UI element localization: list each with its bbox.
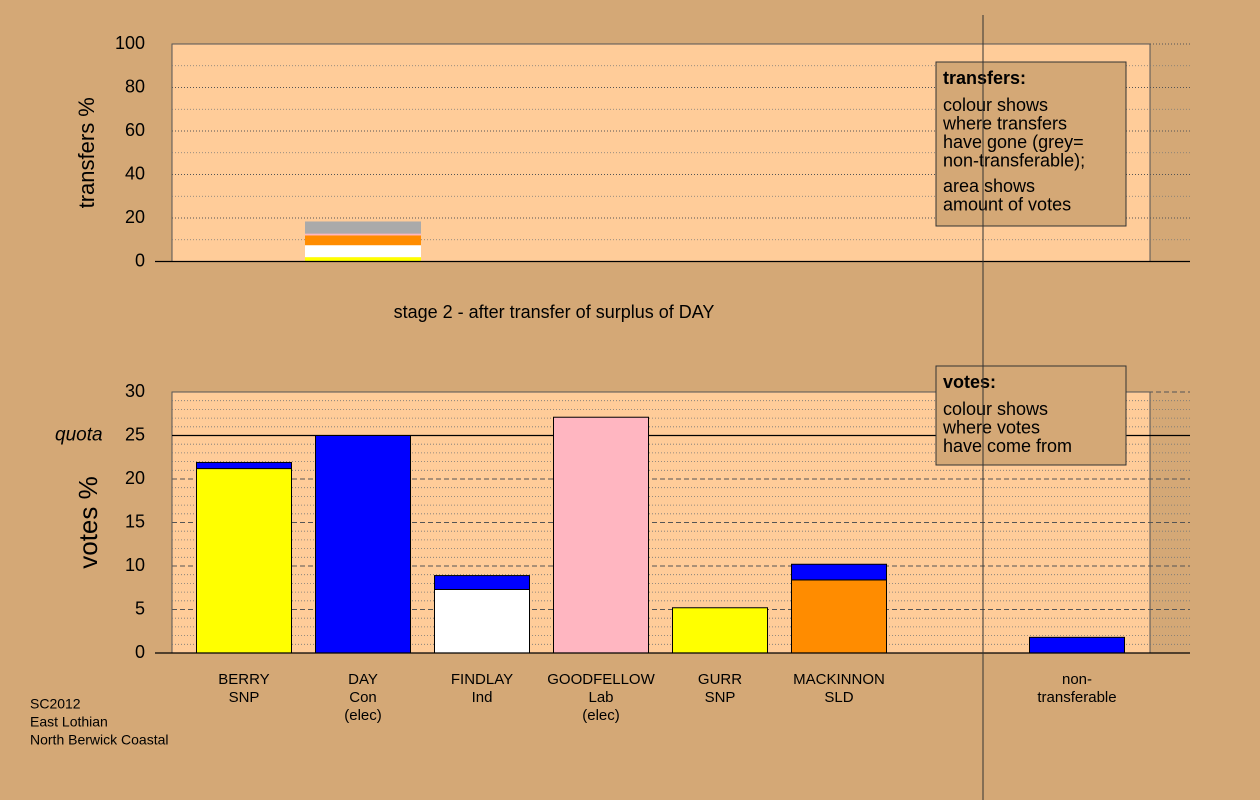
x-tick-label: SNP: [705, 689, 736, 706]
y-tick-label: 20: [125, 468, 145, 488]
x-tick-label: GURR: [698, 671, 742, 688]
caption: stage 2 - after transfer of surplus of D…: [394, 302, 715, 322]
y-axis-label: transfers %: [74, 97, 99, 208]
note: SC2012: [30, 696, 81, 712]
bar-segment: [315, 435, 411, 654]
bar-segment: [434, 575, 530, 590]
bar-segment: [196, 461, 292, 470]
bar-segment: [553, 416, 649, 654]
y-tick-label: 0: [135, 250, 145, 270]
legend-title: votes:: [943, 372, 996, 392]
bar-segment: [672, 607, 768, 654]
y-tick-label: 10: [125, 555, 145, 575]
y-tick-label: 20: [125, 207, 145, 227]
x-tick-label: SNP: [229, 689, 260, 706]
legend-text: colour shows: [943, 95, 1048, 115]
x-tick-label: non-: [1062, 671, 1092, 688]
x-tick-label: (elec): [344, 707, 382, 724]
bar-segment: [1029, 636, 1125, 654]
bar-segment: [791, 579, 887, 654]
bar-segment: [196, 468, 292, 654]
x-tick-label: FINDLAY: [451, 671, 513, 688]
legend-text: where votes: [942, 417, 1040, 437]
bar-segment: [305, 245, 421, 258]
y-tick-label: 15: [125, 511, 145, 531]
x-tick-label: Lab: [588, 689, 613, 706]
legend-box: [935, 61, 1127, 227]
bar-segment: [791, 563, 887, 581]
y-tick-label: 60: [125, 120, 145, 140]
x-tick-label: GOODFELLOW: [547, 671, 655, 688]
quota-label: quota: [55, 425, 103, 446]
y-tick-label: 5: [135, 598, 145, 618]
bar-segment: [305, 235, 421, 246]
legend-text: area shows: [943, 176, 1035, 196]
x-tick-label: BERRY: [218, 671, 269, 688]
bar-segment: [305, 233, 421, 236]
y-tick-label: 30: [125, 381, 145, 401]
bar-segment: [434, 588, 530, 654]
legend-box: [935, 365, 1127, 466]
x-tick-label: MACKINNON: [793, 671, 885, 688]
legend-text: where transfers: [942, 113, 1067, 133]
note: East Lothian: [30, 714, 108, 730]
y-tick-label: 100: [115, 33, 145, 53]
note: North Berwick Coastal: [30, 732, 169, 748]
legend-text: amount of votes: [943, 194, 1071, 214]
y-tick-label: 25: [125, 424, 145, 444]
y-tick-label: 40: [125, 163, 145, 183]
x-tick-label: DAY: [348, 671, 378, 688]
bar-segment: [305, 257, 421, 262]
legend-text: non-transferable);: [943, 150, 1085, 170]
y-tick-label: 80: [125, 76, 145, 96]
x-tick-label: Con: [349, 689, 377, 706]
legend-text: have come from: [943, 436, 1072, 456]
y-axis-label: votes %: [73, 476, 103, 569]
legend-title: transfers:: [943, 68, 1026, 88]
x-tick-label: Ind: [472, 689, 493, 706]
bar-segment: [305, 221, 421, 234]
x-tick-label: (elec): [582, 707, 620, 724]
x-tick-label: transferable: [1037, 689, 1116, 706]
legend-text: colour shows: [943, 399, 1048, 419]
x-tick-label: SLD: [824, 689, 853, 706]
y-tick-label: 0: [135, 642, 145, 662]
legend-text: have gone (grey=: [943, 132, 1084, 152]
